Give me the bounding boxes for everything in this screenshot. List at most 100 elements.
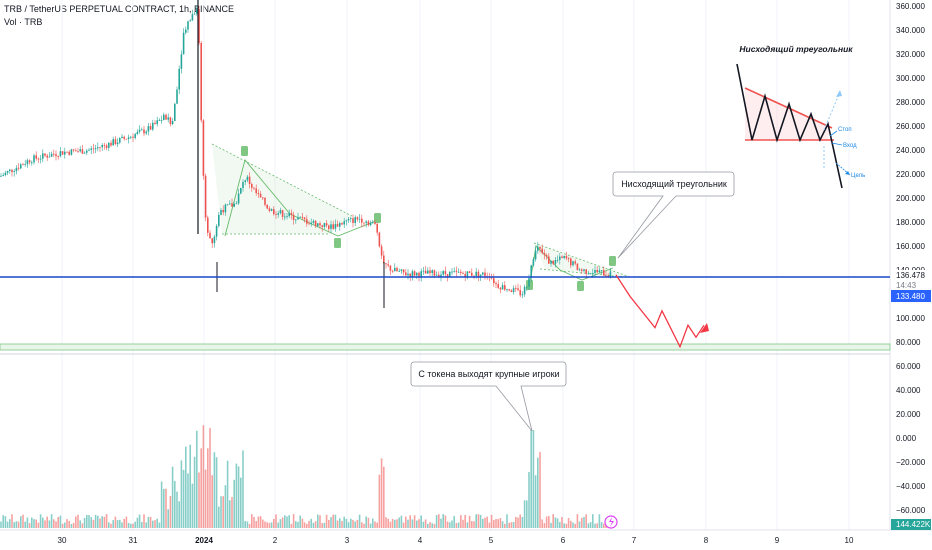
- volume-bar: [277, 522, 279, 528]
- candle-body: [385, 263, 387, 265]
- candle-body: [438, 274, 440, 277]
- volume-bar: [81, 523, 84, 528]
- volume-bar: [567, 518, 570, 528]
- volume-bar: [464, 514, 466, 528]
- candle-body: [259, 193, 262, 198]
- candle-body: [427, 270, 429, 274]
- time-tick: 2024: [195, 536, 213, 545]
- volume-bar: [112, 520, 114, 528]
- volume-bar: [501, 521, 504, 528]
- volume-bar: [372, 518, 374, 528]
- candle-body: [220, 209, 222, 215]
- volume-bar: [211, 475, 213, 528]
- volume-bar: [391, 518, 394, 528]
- volume-bar: [286, 516, 288, 528]
- volume-bar: [312, 522, 315, 528]
- volume-bar: [554, 517, 557, 528]
- volume-bar: [319, 515, 321, 528]
- time-tick: 7: [632, 536, 637, 545]
- candle-body: [490, 277, 493, 279]
- candle-body: [589, 273, 592, 275]
- volume-bar: [90, 517, 92, 528]
- candle-body: [57, 156, 59, 157]
- volume-bar: [400, 515, 403, 528]
- candle-body: [541, 248, 543, 254]
- candle-body: [163, 114, 165, 120]
- volume-bar: [451, 520, 453, 528]
- volume-bar: [295, 521, 297, 528]
- volume-bar: [229, 500, 231, 528]
- last-volume-badge: [891, 519, 931, 530]
- volume-bar: [174, 480, 176, 528]
- projection-arrowhead: [700, 323, 709, 333]
- candle-body: [284, 216, 286, 218]
- time-axis[interactable]: 30 31 2024 2 3 4 5 6 7 8 9 10: [58, 536, 854, 545]
- candle-body: [543, 253, 546, 256]
- volume-bar: [108, 522, 110, 528]
- volume-tick: −40.000: [896, 482, 926, 491]
- candle-body: [297, 217, 299, 220]
- volume-callout[interactable]: С токена выходят крупные игроки: [410, 361, 567, 432]
- volume-bar: [343, 516, 345, 528]
- candle-body: [251, 183, 253, 188]
- volume-bar: [57, 517, 59, 528]
- volume-bar: [402, 522, 405, 528]
- candle-body: [48, 156, 51, 158]
- last-price-box: [891, 270, 931, 290]
- volume-bar: [116, 520, 119, 528]
- volume-tick: 20.000: [896, 410, 921, 419]
- candle-body: [182, 32, 185, 55]
- inset-stop-label: Стоп: [838, 127, 852, 133]
- volume-bar: [420, 515, 422, 528]
- volume-bar: [94, 514, 97, 528]
- candle-body: [145, 131, 147, 134]
- candle-body: [72, 149, 75, 151]
- time-tick: 9: [775, 536, 780, 545]
- candle-body: [207, 217, 209, 233]
- volume-bar: [473, 521, 475, 528]
- volume-bar: [598, 514, 601, 528]
- candle-body: [143, 129, 145, 134]
- volume-bar: [587, 523, 590, 528]
- candle-body: [343, 221, 345, 225]
- flash-icon[interactable]: [604, 515, 618, 529]
- candle-body: [116, 142, 119, 145]
- volume-bar: [323, 522, 326, 528]
- candle-body: [4, 172, 7, 176]
- candle-body: [475, 271, 477, 276]
- volume-bar: [204, 469, 207, 528]
- price-tick: 300.000: [896, 74, 925, 83]
- candle-body: [449, 271, 451, 277]
- volume-bar: [262, 519, 264, 528]
- candle-body: [594, 270, 596, 274]
- volume-bar: [352, 519, 354, 528]
- price-axis[interactable]: 360.000 340.000 320.000 300.000 280.000 …: [891, 2, 931, 347]
- candle-body: [592, 273, 594, 274]
- candle-body: [609, 271, 612, 277]
- candle-body: [312, 220, 315, 223]
- volume-bar: [378, 474, 381, 528]
- candle-body: [350, 218, 352, 219]
- candle-body: [574, 261, 576, 264]
- volume-bar: [484, 517, 486, 528]
- candle-body: [75, 150, 77, 152]
- volume-bar: [512, 521, 515, 528]
- volume-bar: [308, 520, 310, 528]
- volume-bar: [264, 521, 266, 528]
- triangle-callout[interactable]: Нисходящий треугольник: [612, 171, 735, 259]
- price-tick: 220.000: [896, 170, 925, 179]
- candle-body: [59, 151, 62, 157]
- volume-bar: [603, 523, 605, 528]
- candle-body: [334, 224, 337, 229]
- candle-body: [578, 269, 581, 271]
- green-zone: [0, 343, 891, 351]
- volume-bar: [424, 519, 427, 528]
- candle-body: [534, 250, 537, 260]
- volume-bar: [123, 518, 125, 528]
- candle-body: [435, 274, 438, 276]
- volume-bar: [519, 514, 521, 528]
- volume-axis[interactable]: 60.000 40.000 20.000 0.000 −20.000 −40.0…: [891, 362, 931, 530]
- volume-bar: [141, 521, 143, 528]
- volume-bar: [187, 473, 189, 528]
